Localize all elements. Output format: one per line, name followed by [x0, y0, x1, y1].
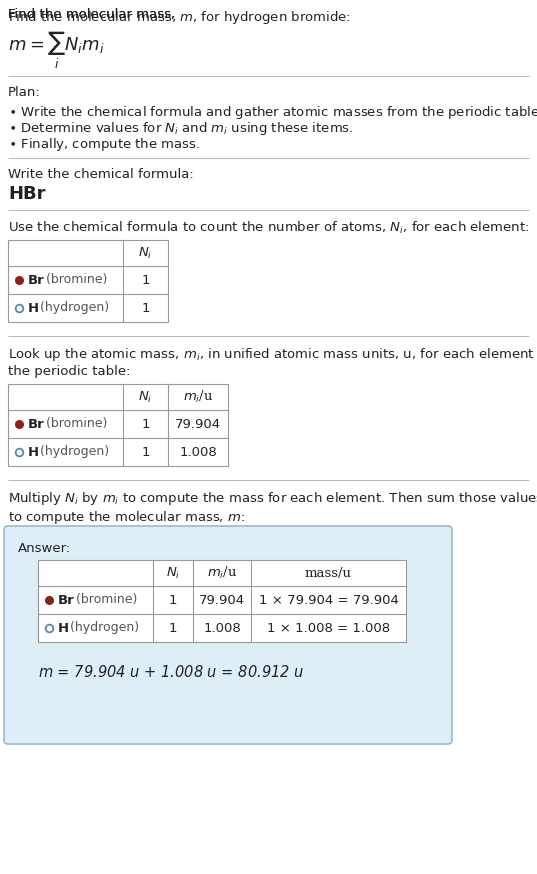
Bar [8, 384, 228, 466]
Text: $\bullet$ Finally, compute the mass.: $\bullet$ Finally, compute the mass. [8, 136, 200, 153]
Text: $m_i$/u: $m_i$/u [207, 565, 237, 581]
Text: mass/u: mass/u [305, 566, 352, 579]
Text: Multiply $N_i$ by $m_i$ to compute the mass for each element. Then sum those val: Multiply $N_i$ by $m_i$ to compute the m… [8, 490, 537, 526]
Text: $N_i$: $N_i$ [139, 390, 153, 405]
Text: 1 × 1.008 = 1.008: 1 × 1.008 = 1.008 [267, 621, 390, 635]
Text: $N_i$: $N_i$ [139, 246, 153, 260]
Bar [38, 560, 406, 642]
Bar [38, 560, 406, 642]
Text: Br: Br [28, 274, 45, 287]
Text: Find the molecular mass,: Find the molecular mass, [8, 8, 179, 21]
Text: Answer:: Answer: [18, 542, 71, 555]
Text: H: H [28, 302, 39, 315]
Text: (hydrogen): (hydrogen) [36, 446, 109, 459]
Text: $\bullet$ Write the chemical formula and gather atomic masses from the periodic : $\bullet$ Write the chemical formula and… [8, 104, 537, 121]
Text: $m$ = 79.904 u + 1.008 u = 80.912 u: $m$ = 79.904 u + 1.008 u = 80.912 u [38, 664, 304, 680]
Text: 79.904: 79.904 [175, 418, 221, 431]
Text: Br: Br [58, 593, 75, 607]
Text: Find the molecular mass,: Find the molecular mass, [8, 8, 179, 21]
Text: H: H [58, 621, 69, 635]
Text: Find the molecular mass, $m$, for hydrogen bromide:: Find the molecular mass, $m$, for hydrog… [8, 9, 351, 26]
Bar [8, 240, 168, 322]
Text: $m = \sum_i N_i m_i$: $m = \sum_i N_i m_i$ [8, 30, 105, 71]
Text: Write the chemical formula:: Write the chemical formula: [8, 168, 194, 181]
Text: (bromine): (bromine) [42, 274, 107, 287]
Text: $m_i$/u: $m_i$/u [183, 389, 213, 405]
Text: 1: 1 [169, 593, 177, 607]
Text: 1 × 79.904 = 79.904: 1 × 79.904 = 79.904 [258, 593, 398, 607]
Text: 1: 1 [141, 418, 150, 431]
Text: 79.904: 79.904 [199, 593, 245, 607]
Text: $\bullet$ Determine values for $N_i$ and $m_i$ using these items.: $\bullet$ Determine values for $N_i$ and… [8, 120, 353, 137]
Bar [8, 384, 228, 466]
Text: 1.008: 1.008 [203, 621, 241, 635]
Text: 1: 1 [169, 621, 177, 635]
Text: 1: 1 [141, 302, 150, 315]
Text: Br: Br [28, 418, 45, 431]
Text: (bromine): (bromine) [72, 593, 137, 607]
Text: 1: 1 [141, 446, 150, 459]
Text: (bromine): (bromine) [42, 418, 107, 431]
Text: H: H [28, 446, 39, 459]
FancyBboxPatch shape [4, 526, 452, 744]
Text: (hydrogen): (hydrogen) [36, 302, 109, 315]
Text: $N_i$: $N_i$ [166, 565, 180, 580]
Text: Plan:: Plan: [8, 86, 41, 99]
Bar [8, 240, 168, 322]
Text: 1: 1 [141, 274, 150, 287]
Text: HBr: HBr [8, 185, 46, 203]
Text: 1.008: 1.008 [179, 446, 217, 459]
Text: Use the chemical formula to count the number of atoms, $N_i$, for each element:: Use the chemical formula to count the nu… [8, 220, 529, 236]
Text: (hydrogen): (hydrogen) [66, 621, 139, 635]
Text: Look up the atomic mass, $m_i$, in unified atomic mass units, u, for each elemen: Look up the atomic mass, $m_i$, in unifi… [8, 346, 537, 378]
